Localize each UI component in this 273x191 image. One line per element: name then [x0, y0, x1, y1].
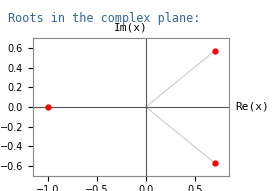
Text: Im(x): Im(x): [114, 23, 148, 33]
Text: Roots in the complex plane:: Roots in the complex plane:: [8, 12, 201, 25]
Text: Re(x): Re(x): [235, 102, 269, 112]
